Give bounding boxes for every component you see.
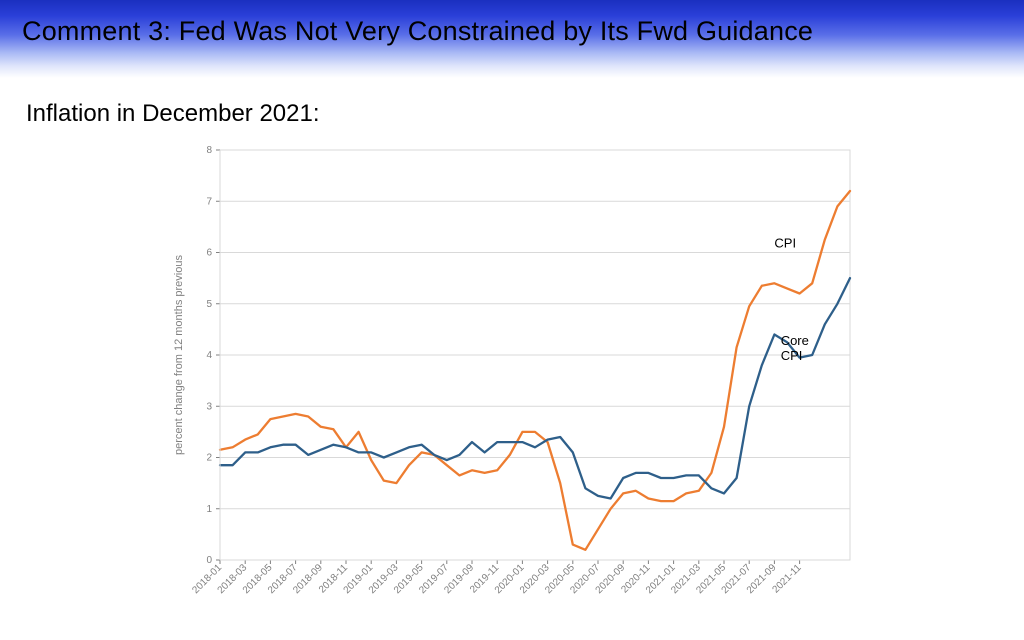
svg-text:8: 8 bbox=[206, 145, 212, 156]
svg-text:1: 1 bbox=[206, 504, 212, 515]
chart-svg: 0123456782018-012018-032018-052018-07201… bbox=[160, 140, 860, 630]
series-label-core-cpi: Core bbox=[781, 333, 809, 348]
series-label-core-cpi: CPI bbox=[781, 348, 803, 363]
slide-subtitle: Inflation in December 2021: bbox=[26, 100, 320, 128]
inflation-chart: 0123456782018-012018-032018-052018-07201… bbox=[160, 140, 860, 630]
svg-text:0: 0 bbox=[206, 555, 212, 566]
series-label-cpi: CPI bbox=[774, 235, 796, 250]
svg-text:percent change from 12 months: percent change from 12 months previous bbox=[173, 255, 185, 455]
svg-text:2: 2 bbox=[206, 453, 212, 464]
header-band: Comment 3: Fed Was Not Very Constrained … bbox=[0, 0, 1024, 78]
svg-text:2021-11: 2021-11 bbox=[771, 562, 805, 596]
svg-text:7: 7 bbox=[206, 196, 212, 207]
svg-text:6: 6 bbox=[206, 248, 212, 259]
svg-text:4: 4 bbox=[206, 350, 212, 361]
svg-text:3: 3 bbox=[206, 401, 212, 412]
slide-title: Comment 3: Fed Was Not Very Constrained … bbox=[22, 16, 813, 47]
svg-text:5: 5 bbox=[206, 299, 212, 310]
